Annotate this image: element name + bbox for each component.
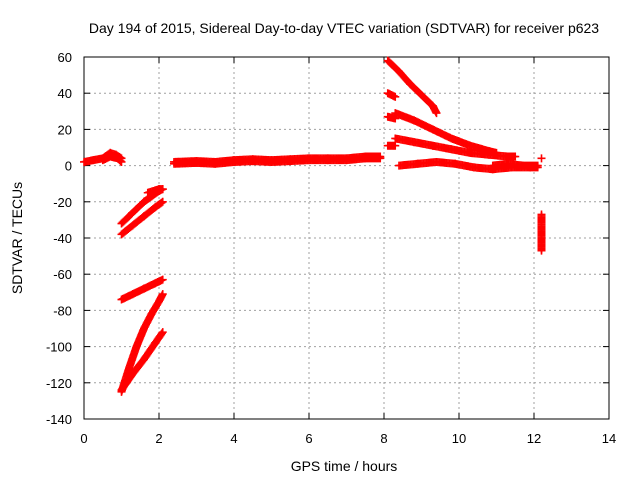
- data-point-marker: [158, 197, 167, 206]
- x-tick-label: 4: [230, 431, 237, 446]
- x-tick-label: 10: [452, 431, 466, 446]
- data-point-marker: [158, 185, 167, 194]
- data-point-marker: [391, 92, 400, 101]
- y-axis-label: SDTVAR / TECUs: [9, 182, 25, 294]
- data-point-marker: [157, 329, 166, 338]
- y-tick-label: -60: [53, 267, 72, 282]
- data-point-marker: [537, 246, 546, 255]
- data-point-marker: [511, 152, 520, 161]
- data-point-marker: [376, 152, 385, 161]
- grid-lines: [84, 57, 609, 419]
- x-tick-label: 0: [80, 431, 87, 446]
- data-point-marker: [116, 157, 125, 166]
- x-tick-label: 2: [155, 431, 162, 446]
- data-point-marker: [432, 109, 441, 118]
- y-tick-label: -40: [53, 231, 72, 246]
- y-tick-label: -20: [53, 195, 72, 210]
- y-tick-label: 0: [65, 159, 72, 174]
- y-tick-label: -80: [53, 303, 72, 318]
- y-axis-ticks: -140 -120 -100 -80 -60 -40 -20 0 20 40 60: [46, 50, 609, 427]
- data-point-marker: [391, 141, 400, 150]
- data-point-marker: [537, 154, 546, 163]
- y-tick-label: -140: [46, 412, 72, 427]
- x-tick-label: 14: [602, 431, 616, 446]
- data-point-marker: [117, 157, 126, 166]
- chart-title: Day 194 of 2015, Sidereal Day-to-day VTE…: [89, 20, 599, 36]
- x-tick-label: 12: [527, 431, 541, 446]
- data-point-marker: [158, 275, 167, 284]
- x-axis-label: GPS time / hours: [291, 458, 398, 474]
- data-points: [80, 56, 546, 396]
- data-point-marker: [533, 161, 542, 170]
- y-tick-label: 40: [58, 86, 72, 101]
- y-tick-label: 20: [58, 122, 72, 137]
- x-tick-label: 8: [380, 431, 387, 446]
- data-point-marker: [158, 290, 167, 299]
- y-tick-label: -120: [46, 376, 72, 391]
- x-tick-label: 6: [305, 431, 312, 446]
- data-point-marker: [158, 328, 167, 337]
- y-tick-label: 60: [58, 50, 72, 65]
- x-axis-ticks: 0 2 4 6 8 10 12 14: [80, 57, 616, 446]
- y-tick-label: -100: [46, 340, 72, 355]
